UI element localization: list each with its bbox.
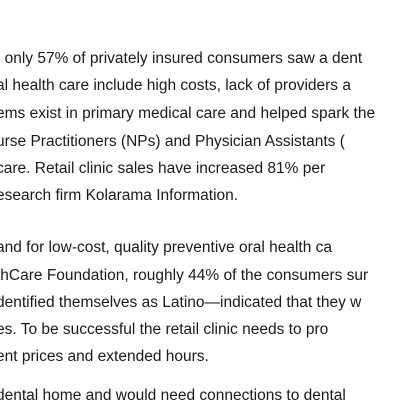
text-line: , only 57% of privately insured consumer… — [0, 49, 400, 69]
text-line: ent prices and extended hours. — [0, 347, 400, 367]
text-line: thCare Foundation, roughly 44% of the co… — [0, 266, 400, 286]
text-line: urse Practitioners (NPs) and Physician A… — [0, 132, 400, 152]
text-line: ems exist in primary medical care and he… — [0, 104, 400, 124]
text-line: dentified themselves as Latino—indicated… — [0, 293, 400, 313]
text-line: dental home and would need connections t… — [0, 386, 400, 400]
text-line: al health care include high costs, lack … — [0, 76, 400, 96]
text-line: esearch firm Kolarama Information. — [0, 186, 400, 206]
text-line: and for low-cost, quality preventive ora… — [0, 238, 400, 258]
text-line: care. Retail clinic sales have increased… — [0, 159, 400, 179]
text-line: es. To be successful the retail clinic n… — [0, 320, 400, 340]
